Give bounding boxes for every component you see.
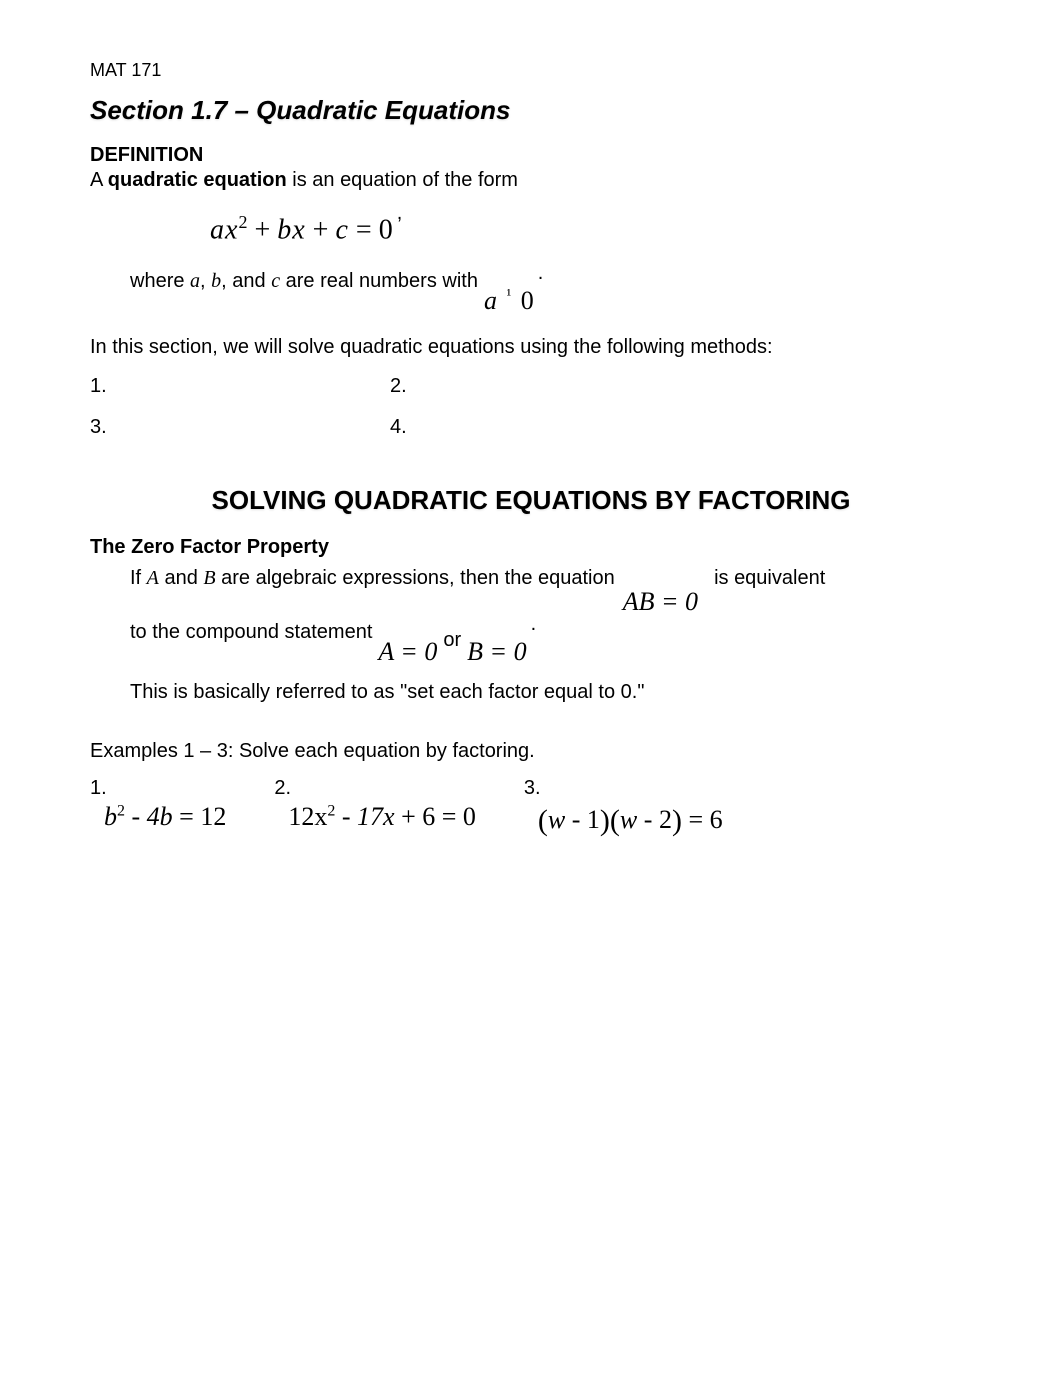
ex1-4b: 4b <box>147 802 173 831</box>
ex3-rp2: ) <box>672 804 682 837</box>
where-c: c <box>271 270 280 292</box>
ex1-eq: = <box>173 802 201 831</box>
ex2-eq: = <box>435 802 463 831</box>
course-code: MAT 171 <box>90 60 972 81</box>
example-2: 2. 12x2 - 17x + 6 = 0 <box>274 777 476 832</box>
var-x2: x <box>292 214 305 245</box>
example-1: 1. b2 - 4b = 12 <box>90 777 226 832</box>
cond-a: a <box>484 286 497 315</box>
examples-intro: Examples 1 – 3: Solve each equation by f… <box>90 740 972 763</box>
zfp-heading: The Zero Factor Property <box>90 536 972 559</box>
ex3-w1: w <box>548 805 565 834</box>
zero: 0 <box>379 214 393 245</box>
ex3-number: 3. <box>524 777 723 800</box>
ex2-number: 2. <box>274 777 476 800</box>
ex2-12x: 12x <box>288 802 327 831</box>
ex1-formula: b2 - 4b = 12 <box>104 802 226 832</box>
zfp-mid: are algebraic expressions, then the equa… <box>216 567 615 589</box>
section-title: Section 1.7 – Quadratic Equations <box>90 95 972 126</box>
zfp-prefix: If <box>130 567 147 589</box>
ex1-b: b <box>104 802 117 831</box>
zfp-B: B <box>203 567 215 589</box>
var-b: b <box>277 214 292 245</box>
zfp-line1: If A and B are algebraic expressions, th… <box>130 567 972 597</box>
ex2-17x: 17x <box>357 802 395 831</box>
op-eq: = <box>349 214 379 245</box>
zfp-A: A <box>147 567 159 589</box>
op-plus2: + <box>306 214 336 245</box>
method-3: 3. <box>90 416 390 439</box>
def-prefix: A <box>90 169 108 191</box>
ex3-2: 2 <box>659 805 672 834</box>
where-period: . <box>538 262 544 285</box>
where-suffix: are real numbers with <box>280 270 478 292</box>
ex3-w2: w <box>620 805 637 834</box>
ex3-m2: - <box>637 805 659 834</box>
def-suffix: is an equation of the form <box>287 169 518 191</box>
ex3-lp2: ( <box>610 804 620 837</box>
where-a: a <box>190 270 200 292</box>
method-2: 2. <box>390 375 690 398</box>
factoring-heading: SOLVING QUADRATIC EQUATIONS BY FACTORING <box>90 485 972 516</box>
method-1: 1. <box>90 375 390 398</box>
ab-text: AB = 0 <box>623 587 698 616</box>
where-text: where a, b, and c are real numbers with <box>130 270 478 293</box>
cond-neq: ¹ <box>506 287 511 304</box>
or-word: or <box>443 629 461 651</box>
example-3: 3. (w - 1)(w - 2) = 6 <box>524 777 723 836</box>
def-bold-term: quadratic equation <box>108 169 287 191</box>
where-prefix: where <box>130 270 190 292</box>
ex3-m1: - <box>565 805 587 834</box>
zfp-note: This is basically referred to as "set ea… <box>130 681 972 704</box>
op-plus1: + <box>247 214 277 245</box>
zfp-line2-prefix: to the compound statement <box>130 621 372 644</box>
methods-grid: 1. 2. 3. 4. <box>90 375 690 439</box>
zfp-block: If A and B are algebraic expressions, th… <box>130 567 972 704</box>
a-not-zero-formula: a ¹ 0 <box>484 286 534 316</box>
var-x1: x <box>225 214 238 245</box>
ex1-number: 1. <box>90 777 226 800</box>
ex2-minus: - <box>335 802 357 831</box>
where-comma1: , <box>200 270 211 292</box>
examples-row: 1. b2 - 4b = 12 2. 12x2 - 17x + 6 = 0 3.… <box>90 777 972 836</box>
definition-text: A quadratic equation is an equation of t… <box>90 169 972 192</box>
compound-formula: A = 0orB = 0 <box>378 637 526 667</box>
ab-eq-zero-formula: AB = 0 <box>623 587 698 617</box>
b-eq-zero: B = 0 <box>467 637 526 666</box>
standard-form-row: ax2 + bx + c = 0 , <box>210 212 972 246</box>
ex3-rp1: ) <box>600 804 610 837</box>
where-b: b <box>211 270 221 292</box>
var-c: c <box>335 214 348 245</box>
standard-form-formula: ax2 + bx + c = 0 <box>210 212 393 246</box>
ex3-eq: = <box>682 805 710 834</box>
methods-intro: In this section, we will solve quadratic… <box>90 336 972 359</box>
zfp-and: and <box>159 567 203 589</box>
ex3-6: 6 <box>710 805 723 834</box>
ex2-formula: 12x2 - 17x + 6 = 0 <box>288 802 476 832</box>
ex3-1: 1 <box>587 805 600 834</box>
ex2-plus: + <box>395 802 423 831</box>
where-clause-row: where a, b, and c are real numbers with … <box>130 270 972 300</box>
where-comma2: , and <box>221 270 271 292</box>
zfp-line1-text: If A and B are algebraic expressions, th… <box>130 567 615 590</box>
page: MAT 171 Section 1.7 – Quadratic Equation… <box>0 0 1062 896</box>
cond-zero: 0 <box>521 286 534 315</box>
zfp-line2: to the compound statement A = 0orB = 0 . <box>130 621 972 651</box>
method-4: 4. <box>390 416 690 439</box>
ex2-6: 6 <box>422 802 435 831</box>
zfp-suffix: is equivalent <box>714 567 825 590</box>
ex1-sup: 2 <box>117 803 125 820</box>
ex3-lp1: ( <box>538 804 548 837</box>
ex3-formula: (w - 1)(w - 2) = 6 <box>538 802 723 836</box>
zfp-period: . <box>531 613 537 636</box>
formula-comma: , <box>397 202 403 225</box>
var-a: a <box>210 214 225 245</box>
a-eq-zero: A = 0 <box>378 637 437 666</box>
ex1-12: 12 <box>200 802 226 831</box>
definition-heading: DEFINITION <box>90 144 972 167</box>
ex2-0: 0 <box>463 802 476 831</box>
ex1-minus: - <box>125 802 147 831</box>
